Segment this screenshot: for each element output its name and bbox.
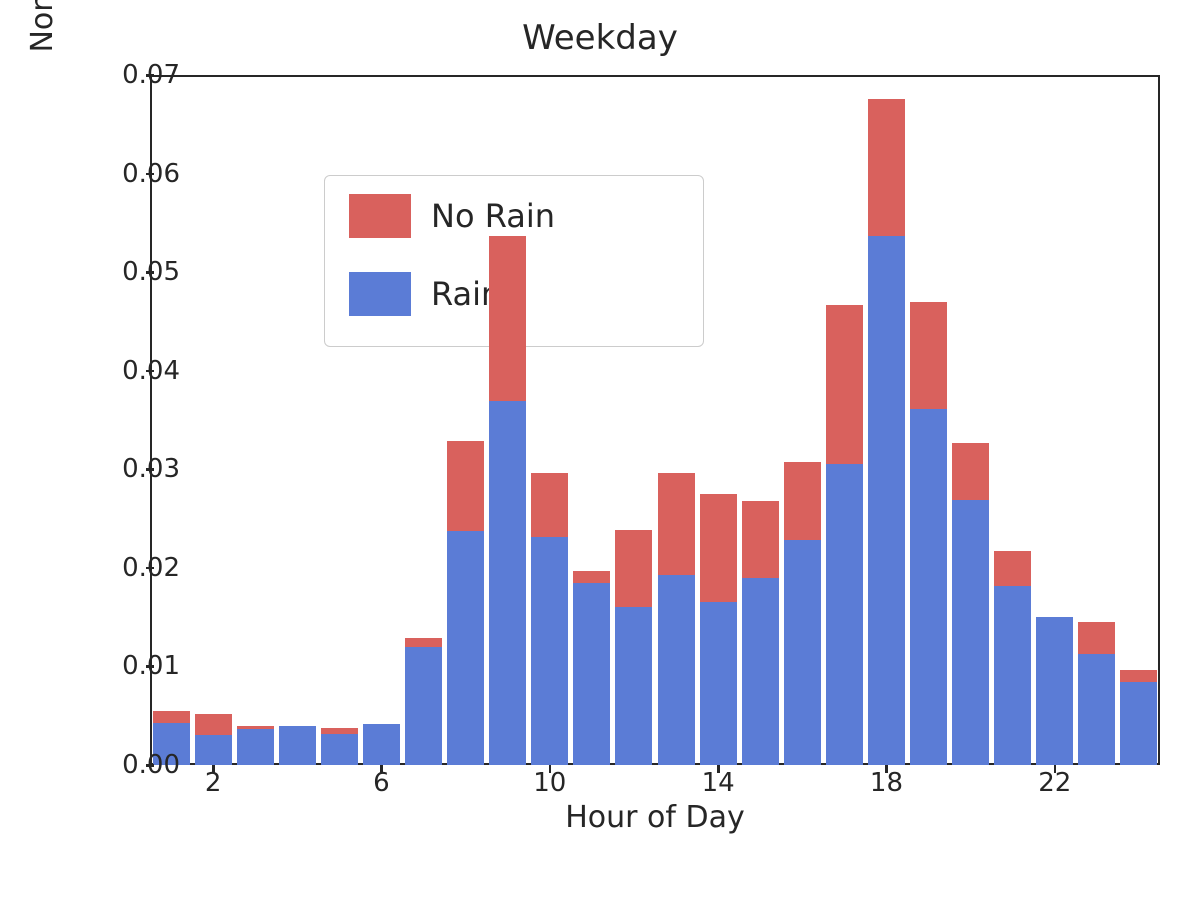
bar-group-hour-20[interactable] bbox=[952, 443, 989, 765]
bar-segment-rain-hour-16[interactable] bbox=[784, 540, 821, 765]
bar-segment-rain-hour-21[interactable] bbox=[994, 586, 1031, 765]
bar-segment-rain-hour-6[interactable] bbox=[363, 724, 400, 765]
bar-segment-norain-hour-13[interactable] bbox=[658, 473, 695, 575]
bar-group-hour-17[interactable] bbox=[826, 305, 863, 765]
bar-segment-norain-hour-15[interactable] bbox=[742, 501, 779, 578]
bar-group-hour-21[interactable] bbox=[994, 551, 1031, 765]
bar-group-hour-14[interactable] bbox=[700, 494, 737, 765]
y-tick-label-5: 0.05 bbox=[90, 257, 180, 287]
bar-segment-rain-hour-13[interactable] bbox=[658, 575, 695, 765]
x-tick-mark-5 bbox=[1054, 765, 1057, 773]
bar-segment-rain-hour-17[interactable] bbox=[826, 464, 863, 765]
bar-segment-rain-hour-15[interactable] bbox=[742, 578, 779, 765]
bar-segment-norain-hour-11[interactable] bbox=[573, 571, 610, 583]
x-tick-mark-1 bbox=[380, 765, 383, 773]
bar-segment-norain-hour-21[interactable] bbox=[994, 551, 1031, 586]
bar-segment-rain-hour-19[interactable] bbox=[910, 409, 947, 765]
bar-group-hour-16[interactable] bbox=[784, 462, 821, 765]
bars-area bbox=[150, 75, 1160, 765]
bar-segment-rain-hour-5[interactable] bbox=[321, 734, 358, 765]
bar-group-hour-12[interactable] bbox=[615, 530, 652, 765]
bar-group-hour-22[interactable] bbox=[1036, 617, 1073, 765]
bar-group-hour-4[interactable] bbox=[279, 726, 316, 765]
chart-container: Weekday Normalized average #movements Ho… bbox=[0, 0, 1200, 900]
bar-segment-rain-hour-14[interactable] bbox=[700, 602, 737, 765]
bar-segment-rain-hour-22[interactable] bbox=[1036, 617, 1073, 765]
bar-segment-norain-hour-23[interactable] bbox=[1078, 622, 1115, 654]
bar-segment-norain-hour-2[interactable] bbox=[195, 714, 232, 736]
bar-segment-rain-hour-12[interactable] bbox=[615, 607, 652, 765]
bar-group-hour-8[interactable] bbox=[447, 441, 484, 765]
bar-segment-rain-hour-3[interactable] bbox=[237, 729, 274, 765]
y-tick-mark-0 bbox=[146, 764, 154, 767]
y-tick-mark-7 bbox=[146, 74, 154, 77]
bar-group-hour-3[interactable] bbox=[237, 726, 274, 765]
bar-segment-norain-hour-14[interactable] bbox=[700, 494, 737, 602]
bar-group-hour-6[interactable] bbox=[363, 724, 400, 765]
bar-segment-norain-hour-20[interactable] bbox=[952, 443, 989, 500]
bar-segment-rain-hour-2[interactable] bbox=[195, 735, 232, 765]
y-tick-label-6: 0.06 bbox=[90, 159, 180, 189]
x-tick-mark-2 bbox=[549, 765, 552, 773]
y-tick-label-3: 0.03 bbox=[90, 454, 180, 484]
bar-segment-norain-hour-12[interactable] bbox=[615, 530, 652, 607]
bar-segment-norain-hour-18[interactable] bbox=[868, 99, 905, 236]
bar-segment-norain-hour-24[interactable] bbox=[1120, 670, 1157, 682]
bar-group-hour-18[interactable] bbox=[868, 99, 905, 765]
y-tick-label-0: 0.00 bbox=[90, 750, 180, 780]
y-tick-mark-6 bbox=[146, 173, 154, 176]
bar-segment-rain-hour-10[interactable] bbox=[531, 537, 568, 765]
bar-segment-norain-hour-9[interactable] bbox=[489, 236, 526, 402]
bar-segment-rain-hour-20[interactable] bbox=[952, 500, 989, 765]
bar-segment-norain-hour-7[interactable] bbox=[405, 638, 442, 647]
bar-segment-rain-hour-23[interactable] bbox=[1078, 654, 1115, 765]
bar-segment-norain-hour-17[interactable] bbox=[826, 305, 863, 465]
bar-segment-rain-hour-7[interactable] bbox=[405, 647, 442, 765]
y-tick-label-4: 0.04 bbox=[90, 356, 180, 386]
bar-segment-rain-hour-18[interactable] bbox=[868, 236, 905, 765]
y-tick-label-7: 0.07 bbox=[90, 60, 180, 90]
bar-group-hour-9[interactable] bbox=[489, 236, 526, 765]
bar-group-hour-10[interactable] bbox=[531, 473, 568, 765]
y-tick-label-2: 0.02 bbox=[90, 553, 180, 583]
y-axis-label: Normalized average #movements bbox=[25, 0, 60, 140]
bar-group-hour-5[interactable] bbox=[321, 728, 358, 765]
y-tick-mark-2 bbox=[146, 567, 154, 570]
bar-segment-norain-hour-8[interactable] bbox=[447, 441, 484, 532]
bar-group-hour-23[interactable] bbox=[1078, 622, 1115, 765]
x-tick-mark-0 bbox=[212, 765, 215, 773]
chart-title: Weekday bbox=[0, 18, 1200, 58]
bar-segment-norain-hour-16[interactable] bbox=[784, 462, 821, 540]
bar-segment-rain-hour-4[interactable] bbox=[279, 726, 316, 765]
bar-group-hour-13[interactable] bbox=[658, 473, 695, 765]
bar-segment-norain-hour-19[interactable] bbox=[910, 302, 947, 409]
bar-segment-norain-hour-10[interactable] bbox=[531, 473, 568, 537]
bar-group-hour-15[interactable] bbox=[742, 501, 779, 765]
x-tick-mark-3 bbox=[717, 765, 720, 773]
bar-segment-rain-hour-11[interactable] bbox=[573, 583, 610, 765]
y-tick-mark-3 bbox=[146, 468, 154, 471]
bar-group-hour-24[interactable] bbox=[1120, 670, 1157, 765]
bar-group-hour-7[interactable] bbox=[405, 638, 442, 765]
x-tick-mark-4 bbox=[885, 765, 888, 773]
y-tick-mark-1 bbox=[146, 665, 154, 668]
bar-segment-rain-hour-9[interactable] bbox=[489, 401, 526, 765]
bar-group-hour-11[interactable] bbox=[573, 571, 610, 765]
bar-group-hour-2[interactable] bbox=[195, 714, 232, 765]
bar-segment-rain-hour-24[interactable] bbox=[1120, 682, 1157, 765]
bar-segment-norain-hour-5[interactable] bbox=[321, 728, 358, 735]
bar-group-hour-19[interactable] bbox=[910, 302, 947, 765]
bar-segment-rain-hour-8[interactable] bbox=[447, 531, 484, 765]
y-tick-mark-4 bbox=[146, 370, 154, 373]
bar-segment-norain-hour-1[interactable] bbox=[153, 711, 190, 723]
y-tick-label-1: 0.01 bbox=[90, 651, 180, 681]
y-tick-mark-5 bbox=[146, 271, 154, 274]
x-axis-label: Hour of Day bbox=[150, 800, 1160, 835]
